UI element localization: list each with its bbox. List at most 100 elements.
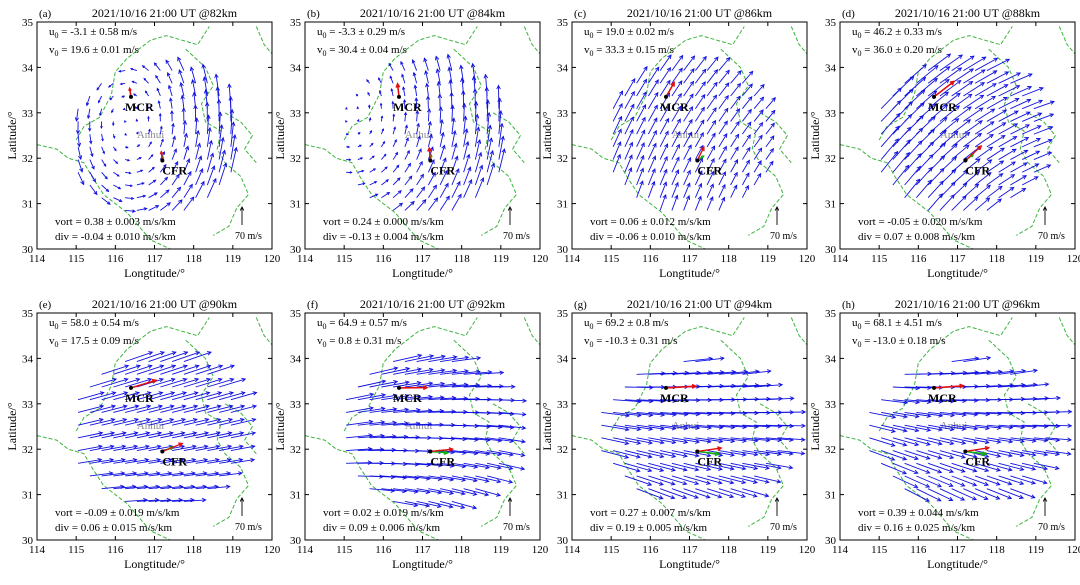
wind-vector [434,55,441,71]
wind-vector [378,89,382,97]
wind-vector [158,112,162,122]
wind-vector [1010,175,1028,186]
panel-letter: (f) [307,299,318,311]
wind-vector [404,462,432,468]
wind-vector [428,197,439,211]
wind-vector [172,404,199,413]
x-tick-label: 115 [336,253,353,265]
province-border [1058,317,1075,346]
cfr-site-marker [428,449,433,454]
x-tick-label: 118 [989,544,1006,556]
wind-vector [171,135,176,147]
wind-vector [647,168,656,186]
panel-title: 2021/10/16 21:00 UT @90km [92,297,238,311]
wind-vector [742,369,772,375]
wind-vector [160,202,171,211]
panel-a: Anhui MCR CFR 70 m/s 114 115 116 117 118 119 120 30… [5,6,281,280]
wind-vector [777,437,806,442]
wind-vector [683,144,692,160]
wind-vector [148,457,173,464]
wind-vector [113,171,120,177]
divergence-annotation: div = 0.16 ± 0.025 m/s/km [858,522,975,534]
wind-vector [369,407,398,413]
wind-vector [683,437,712,444]
v0-annotation: v0 = -10.3 ± 0.31 m/s [584,335,678,349]
wind-vector [427,146,434,160]
wind-vector [195,129,200,147]
wind-vector [346,158,352,162]
wind-vector [148,364,177,375]
wind-vector [659,130,669,148]
wind-vector [367,91,371,97]
wind-vector [928,437,955,446]
wind-vector [475,475,502,484]
cfr-mean-vector [697,446,723,453]
y-tick-label: 30 [22,535,34,547]
wind-vector [155,74,161,84]
wind-vector [753,160,762,173]
wind-vector [612,128,622,148]
wind-vector [148,192,158,199]
wind-vector [189,66,197,84]
panel-title: 2021/10/16 21:00 UT @92km [360,297,506,311]
y-axis-label: Latitude/° [808,402,822,450]
wind-vector [742,462,770,470]
wind-vector [880,125,900,148]
vorticity-annotation: vort = 0.27 ± 0.007 m/s/km [590,507,711,519]
x-tick-label: 120 [799,253,816,265]
wind-vector [974,70,998,84]
wind-vector [695,488,723,499]
y-tick-label: 34 [557,62,569,74]
wind-vector [487,475,514,484]
y-tick-label: 31 [825,490,836,502]
wind-vector [718,56,731,71]
cfr-mean-vector [427,146,432,161]
wind-vector [974,462,1002,472]
cfr-site-marker [695,449,700,454]
wind-vector [916,488,942,502]
vorticity-annotation: vort = -0.05 ± 0.020 m/s/km [858,216,983,228]
province-border [790,26,807,55]
wind-vector [671,92,682,109]
wind-vector [179,81,185,97]
wind-vector [636,104,647,122]
wind-vector [986,185,1003,199]
wind-vector [963,120,983,135]
wind-vector [624,475,653,486]
wind-vector [612,115,623,135]
mcr-label: MCR [928,391,957,405]
region-label: Anhui [405,129,433,141]
mean-wind-vector [395,82,401,97]
wind-vector [753,109,764,122]
wind-vector [998,136,1018,148]
mcr-label: MCR [393,391,422,405]
wind-vector [718,95,729,109]
province-border [610,317,745,432]
wind-vector [869,437,896,447]
wind-vector [486,162,496,186]
wind-vector [695,81,706,97]
wind-vector [357,144,362,148]
wind-vector [125,171,132,175]
y-tick-label: 30 [825,535,837,547]
wind-vector [986,134,1006,148]
wind-vector [207,417,234,426]
wind-vector [86,108,91,120]
wind-vectors [78,351,258,503]
wind-vector [636,180,644,198]
province-border [720,339,785,527]
wind-vector [741,159,750,173]
wind-vector [195,155,203,173]
plot-area: Anhui MCR CFR [37,26,272,249]
wind-vector [125,391,152,401]
wind-vector [124,351,154,363]
wind-vector [892,75,915,97]
wind-vector [706,157,715,173]
wind-vector [125,457,150,464]
province-border [185,48,250,236]
wind-vector [113,364,141,375]
wind-vector [648,475,676,486]
wind-vector [404,500,431,508]
wind-vector [706,119,717,135]
y-axis-label: Latitude/° [808,111,822,159]
